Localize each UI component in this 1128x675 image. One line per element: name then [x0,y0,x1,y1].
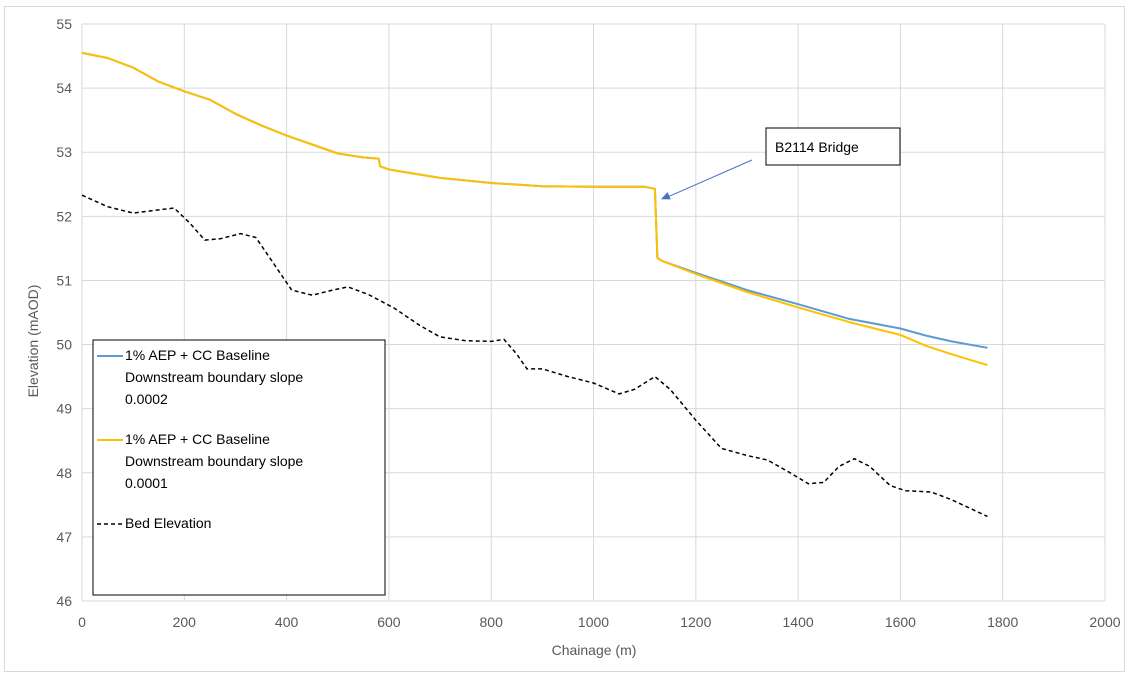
x-axis-title: Chainage (m) [552,642,637,658]
y-axis-title: Elevation (mAOD) [25,285,41,398]
x-tick-label: 1200 [680,614,711,630]
y-tick-label: 50 [56,337,72,353]
bridge-annotation: B2114 Bridge [660,127,901,200]
x-tick-label: 600 [377,614,401,630]
series-line-3 [81,194,988,518]
y-tick-label: 47 [56,529,72,545]
legend-label-2: 1% AEP + CC Baseline [125,431,270,447]
x-tick-label: 1600 [885,614,916,630]
x-tick-label: 1400 [783,614,814,630]
x-tick-labels: 0 200 400 600 800 1000 1200 1400 1600 1800 2000 [78,614,1121,630]
legend-label-1: 0.0002 [125,391,168,407]
y-tick-label: 51 [56,272,72,288]
y-tick-label: 46 [56,593,72,609]
legend-label-2: 0.0001 [125,475,168,491]
series-lines [81,51,988,518]
x-tick-label: 200 [173,614,197,630]
x-tick-label: 800 [480,614,504,630]
legend-label-1: Downstream boundary slope [125,369,303,385]
x-tick-label: 400 [275,614,299,630]
y-tick-label: 52 [56,208,72,224]
legend: 1% AEP + CC Baseline Downstream boundary … [92,339,386,596]
y-tick-label: 55 [56,16,72,32]
legend-label-1: 1% AEP + CC Baseline [125,347,270,363]
annotation-box [765,127,901,166]
legend-label-2: Downstream boundary slope [125,453,303,469]
annotation-arrow [666,159,753,198]
series-line-1 [81,51,988,349]
y-tick-label: 49 [56,401,72,417]
legend-label-3: Bed Elevation [125,515,211,531]
legend-box [92,339,386,596]
y-tick-label: 54 [56,80,72,96]
y-tick-label: 53 [56,144,72,160]
x-tick-label: 1000 [578,614,609,630]
series-line-2 [81,51,988,367]
x-tick-label: 2000 [1089,614,1120,630]
gridlines [81,23,1106,602]
annotation-arrowhead [660,192,671,200]
y-tick-label: 48 [56,465,72,481]
annotation-label: B2114 Bridge [775,139,859,155]
y-tick-labels: 46 47 48 49 50 51 52 53 54 55 [56,16,72,609]
x-tick-label: 1800 [987,614,1018,630]
x-tick-label: 0 [78,614,86,630]
